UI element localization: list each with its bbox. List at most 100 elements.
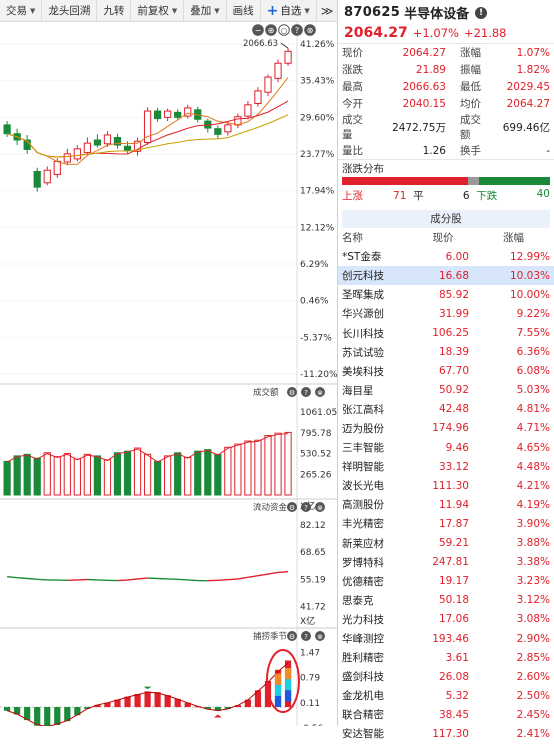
change-cell: 4.71% [473,419,554,438]
toolbar-item-1[interactable]: 龙头回溯 [42,0,97,22]
price-cell: 38.45 [413,705,473,724]
change-cell: 12.99% [473,247,554,266]
components-header-row: 名称现价涨幅 [338,228,554,247]
price-axis-label: 12.12% [300,223,335,233]
stock-name-cell: *ST金泰 [338,247,413,266]
toolbar-item-7[interactable]: ≫ [317,0,338,22]
chevron-down-icon: ▼ [30,7,35,15]
volume-bar [205,450,211,495]
flow-axis-label: 55.19 [300,575,326,585]
price-cell: 11.94 [413,495,473,514]
price-axis-label: 0.46% [300,297,329,307]
flow-line-segment [138,578,148,579]
stock-name-cell: 罗博特科 [338,553,413,572]
current-price: 2064.27 [344,25,408,41]
price-cell: 106.25 [413,323,473,342]
panel-icon-glyph: ? [304,504,308,512]
toolbar-item-0[interactable]: 交易▼ [0,0,42,22]
toolbar-label: 画线 [233,3,254,18]
change-cell: 3.88% [473,534,554,553]
info-icon[interactable]: ! [475,7,487,19]
stock-name-cell: 华兴源创 [338,304,413,323]
quote-value: 21.89 [376,61,450,78]
stock-name-cell: 创元科技 [338,266,413,285]
volume-bar [94,456,100,495]
column-header[interactable]: 名称 [338,228,413,247]
chart-control-glyph: ? [295,26,299,35]
column-header[interactable]: 涨幅 [473,228,554,247]
quote-label: 今开 [338,95,376,112]
quote-label: 涨跌 [338,61,376,78]
toolbar-label: 龙头回溯 [48,3,90,18]
distribution-down-bar [479,177,550,185]
distribution-bar [342,177,550,185]
season-bar [134,694,140,707]
change-cell: 2.85% [473,648,554,667]
volume-bar [64,454,70,495]
high-price-label: 2066.63 [243,39,278,49]
toolbar-item-6[interactable]: +自选▼ [261,0,317,22]
highlight-ellipse [267,650,299,712]
volume-bar [74,459,80,495]
change-cell: 10.00% [473,285,554,304]
toolbar-item-3[interactable]: 前复权▼ [131,0,184,22]
price-cell: 67.70 [413,362,473,381]
change-cell: 4.81% [473,400,554,419]
season-block [275,696,281,707]
price-cell: 19.17 [413,572,473,591]
toolbar-item-2[interactable]: 九转 [97,0,131,22]
charts-svg[interactable]: 41.26%35.43%29.60%23.77%17.94%12.12%6.29… [0,22,337,726]
price-cell: 111.30 [413,476,473,495]
toolbar-item-5[interactable]: 画线 [227,0,261,22]
toolbar-item-4[interactable]: 叠加▼ [184,0,226,22]
quote-label: 均价 [450,95,488,112]
candle-body [34,171,40,187]
candle-body [44,170,50,183]
column-header[interactable]: 现价 [413,228,473,247]
candle-body [225,125,231,132]
season-bar [44,707,50,726]
change-cell: 5.03% [473,381,554,400]
flow-axis-label: 82.12 [300,521,326,531]
flow-line-segment [258,574,268,576]
quote-label: 换手 [450,142,488,159]
price-cell: 6.00 [413,247,473,266]
candle-body [54,161,60,174]
price-cell: 117.30 [413,724,473,743]
chart-area[interactable]: 41.26%35.43%29.60%23.77%17.94%12.12%6.29… [0,22,337,726]
flow-line-segment [238,577,248,579]
volume-bar [54,457,60,495]
price-axis-label: -5.37% [300,333,332,343]
volume-bar [144,454,150,495]
flow-line-segment [218,580,228,581]
